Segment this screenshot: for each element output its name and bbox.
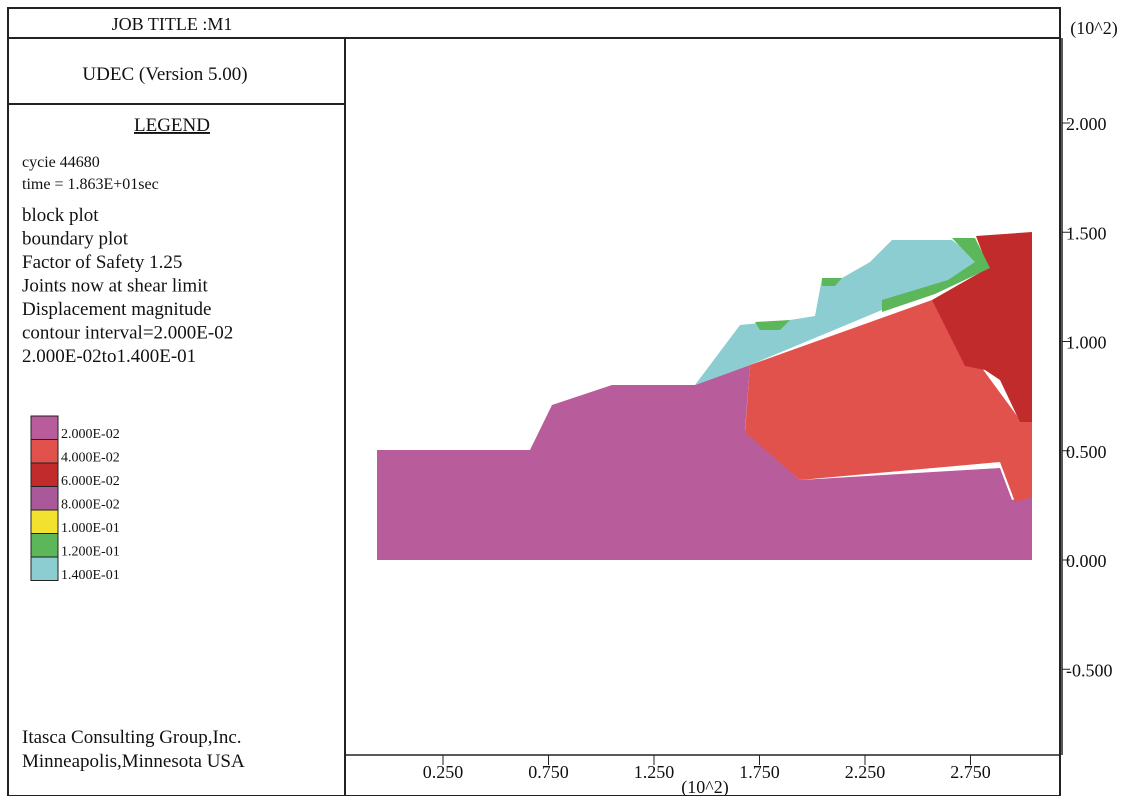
legend-line: cycie 44680 <box>22 154 100 171</box>
footer: Itasca Consulting Group,Inc. <box>22 727 242 748</box>
y-tick-label: 1.000 <box>1066 333 1107 353</box>
legend-line: 2.000E-02to1.400E-01 <box>22 346 196 367</box>
legend-title: LEGEND <box>134 115 210 136</box>
legend-label: 4.000E-02 <box>61 451 120 466</box>
x-tick-label: 1.250 <box>634 762 675 782</box>
x-tick-label: 0.750 <box>528 762 569 782</box>
legend-swatch <box>30 415 59 440</box>
y-tick-label: 0.000 <box>1066 551 1107 571</box>
legend-line: boundary plot <box>22 229 129 250</box>
legend-line: block plot <box>22 205 99 226</box>
model <box>377 232 1032 560</box>
x-tick-label: 2.750 <box>950 762 991 782</box>
legend-swatch <box>30 486 59 511</box>
legend-line: contour interval=2.000E-02 <box>22 323 233 344</box>
x-tick-label: 2.250 <box>845 762 886 782</box>
legend-label: 1.000E-01 <box>61 521 120 536</box>
legend-line: Joints now at shear limit <box>22 276 208 297</box>
program: UDEC (Version 5.00) <box>82 64 247 85</box>
legend-label: 1.200E-01 <box>61 545 120 560</box>
legend-label: 8.000E-02 <box>61 498 120 513</box>
x-tick-label: 0.250 <box>423 762 464 782</box>
legend-swatch <box>30 533 59 558</box>
legend-line: time = 1.863E+01sec <box>22 176 159 193</box>
legend-swatch <box>30 509 59 534</box>
legend-swatch <box>30 462 59 487</box>
legend-swatch <box>30 556 59 581</box>
legend-label: 6.000E-02 <box>61 474 120 489</box>
y-tick-label: -0.500 <box>1066 660 1113 680</box>
footer: Minneapolis,Minnesota USA <box>22 751 245 772</box>
legend-label: 1.400E-01 <box>61 568 120 583</box>
x-tick-label: 1.750 <box>739 762 780 782</box>
legend-label: 2.000E-02 <box>61 427 120 442</box>
y-tick-label: 1.500 <box>1066 223 1107 243</box>
y-unit: (10^2) <box>1070 18 1117 39</box>
y-tick-label: 0.500 <box>1066 442 1107 462</box>
y-tick-label: 2.000 <box>1066 114 1107 134</box>
legend-line: Displacement magnitude <box>22 299 211 320</box>
legend-line: Factor of Safety 1.25 <box>22 252 182 273</box>
x-unit: (10^2) <box>681 777 728 796</box>
job-title: JOB TITLE :M1 <box>112 14 233 34</box>
legend-swatch <box>30 439 59 464</box>
